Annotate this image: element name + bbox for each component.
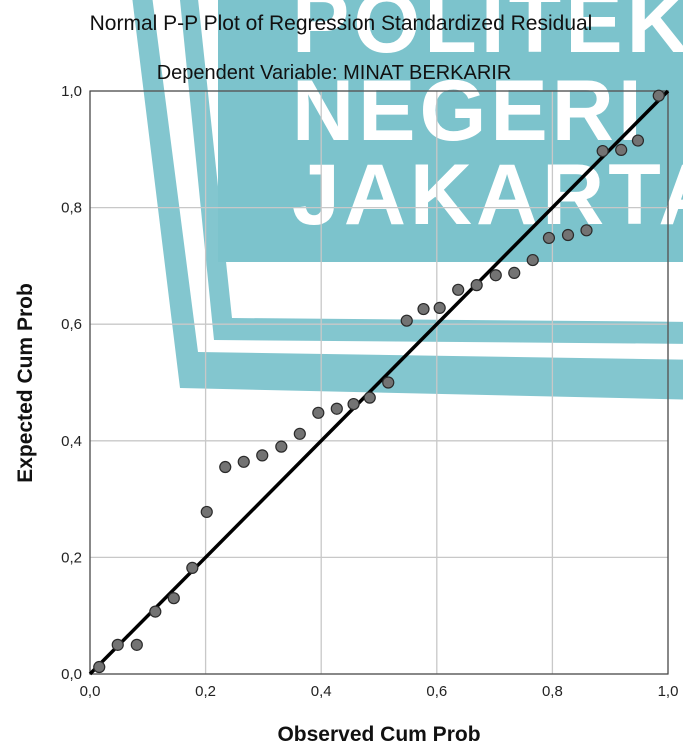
watermark-logo: POLITEKNIK NEGERI JAKARTA [132, 0, 683, 400]
data-point [631, 134, 645, 147]
y-tick-label: 1,0 [61, 83, 82, 100]
data-point [130, 638, 143, 651]
watermark-line-3: JAKARTA [292, 147, 683, 243]
data-point [111, 638, 124, 651]
data-point [330, 402, 343, 415]
x-tick-label: 0,2 [195, 683, 216, 700]
data-point [561, 228, 575, 242]
data-point [508, 266, 521, 279]
data-point [489, 269, 502, 282]
data-point [615, 143, 628, 156]
watermark-line-1: POLITEKNIK [292, 0, 683, 71]
y-tick-label: 0,6 [61, 316, 82, 333]
data-point [149, 605, 162, 618]
reference-line [88, 89, 670, 676]
y-tick-label: 0,2 [61, 549, 82, 566]
x-tick-label: 0,4 [311, 683, 332, 700]
x-tick-label: 1,0 [658, 683, 679, 700]
data-point [256, 449, 269, 462]
y-tick-label: 0,0 [61, 666, 82, 683]
data-point [596, 144, 609, 158]
data-point [312, 406, 325, 419]
data-point [417, 302, 430, 316]
data-point [93, 660, 106, 674]
data-point [542, 231, 556, 245]
plot-frame [89, 90, 669, 675]
x-axis-label: Observed Cum Prob [277, 723, 480, 746]
chart-title: Normal P-P Plot of Regression Standardiz… [90, 12, 593, 35]
data-point [237, 455, 250, 468]
data-point [363, 391, 376, 404]
data-point [580, 224, 593, 237]
data-point [400, 314, 413, 327]
data-point [452, 283, 465, 296]
data-point [382, 376, 395, 389]
data-point [433, 301, 446, 314]
data-point [470, 279, 483, 292]
y-tick-labels: 0,0 0,2 0,4 0,6 0,8 1,0 [61, 83, 82, 683]
data-point [275, 440, 288, 453]
data-point [167, 592, 180, 605]
y-axis-label: Expected Cum Prob [14, 283, 37, 483]
data-point [186, 561, 199, 574]
watermark-line-2: NEGERI [292, 63, 646, 159]
y-tick-label: 0,4 [61, 433, 82, 450]
data-point [526, 253, 539, 267]
x-tick-label: 0,8 [542, 683, 563, 700]
y-tick-label: 0,8 [61, 200, 82, 217]
data-point [347, 397, 360, 411]
data-point [293, 427, 306, 440]
x-tick-label: 0,6 [426, 683, 447, 700]
data-points [93, 89, 665, 674]
x-tick-labels: 0,0 0,2 0,4 0,6 0,8 1,0 [80, 683, 679, 700]
chart-subtitle: Dependent Variable: MINAT BERKARIR [157, 62, 512, 84]
data-point [200, 505, 213, 519]
data-point [652, 89, 665, 102]
x-tick-label: 0,0 [80, 683, 101, 700]
data-point [219, 460, 232, 474]
